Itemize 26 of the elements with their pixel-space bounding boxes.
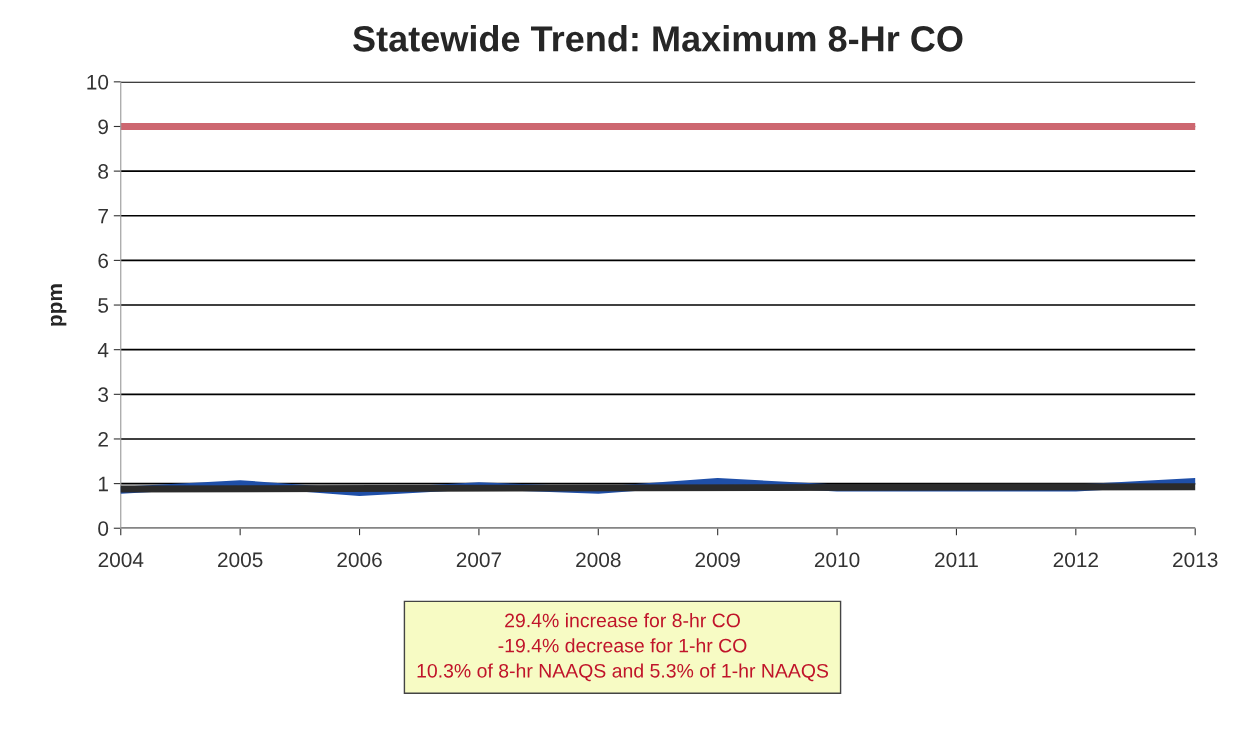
x-tick-label: 2013 (1173, 552, 1218, 568)
y-tick-label: 8 (98, 164, 109, 179)
x-tick-label: 2005 (218, 552, 263, 568)
x-tick-label: 2011 (935, 552, 978, 568)
y-tick-label: 4 (97, 342, 109, 358)
text: 29.4% increase for 8-hr CO (505, 613, 740, 628)
x-tick-label: 2009 (695, 552, 740, 568)
y-tick-label: 9 (98, 119, 108, 135)
x-tick-label: 2008 (576, 552, 621, 568)
y-tick-label: 6 (98, 253, 109, 269)
x-tick-label: 2010 (814, 552, 860, 568)
y-tick-label: 5 (98, 298, 109, 313)
y-tick-label: 3 (98, 387, 109, 403)
y-tick-label: 0 (98, 521, 109, 536)
x-tick-label: 2006 (337, 552, 382, 568)
text: -19.4% decrease for 1-hr CO (498, 638, 747, 653)
text: 10.3% of 8-hr NAAQS and 5.3% of 1-hr NAAQS (417, 663, 829, 682)
y-tick-label: 2 (98, 431, 108, 447)
y-axis-title: ppm (50, 284, 67, 326)
chart-title: Statewide Trend: Maximum 8-Hr CO (353, 25, 963, 52)
y-tick-label: 7 (98, 208, 108, 224)
x-tick-label: 2012 (1053, 552, 1098, 568)
y-tick-label: 1 (98, 476, 108, 492)
y-tick-label: 10 (87, 74, 109, 90)
x-tick-label: 2004 (98, 552, 144, 568)
x-tick-label: 2007 (456, 552, 502, 568)
